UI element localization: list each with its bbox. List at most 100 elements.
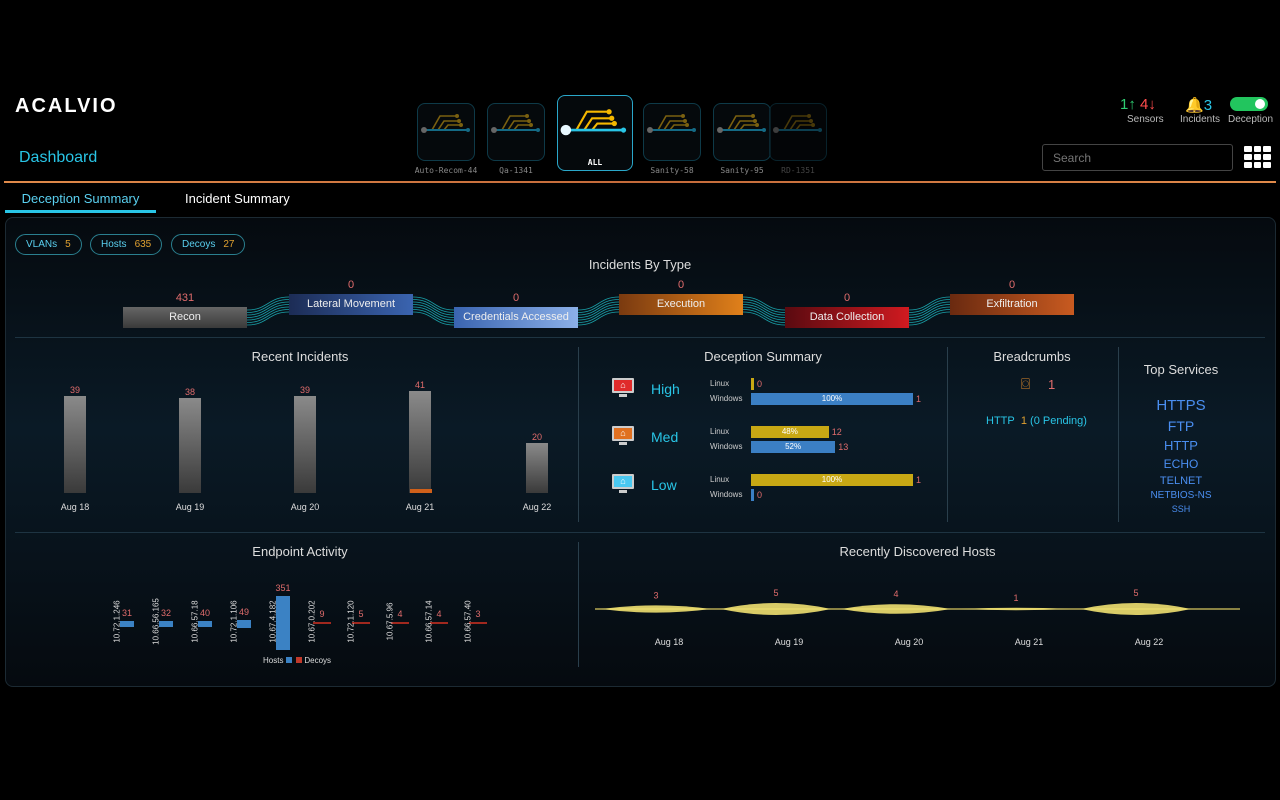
linux-bar[interactable]: [751, 378, 754, 390]
service-item[interactable]: SSH: [1171, 504, 1191, 514]
decoy-bar[interactable]: [469, 622, 487, 624]
stage-execution[interactable]: Execution: [619, 294, 743, 315]
sensor-tile[interactable]: [487, 103, 545, 161]
sensor-tile[interactable]: [769, 103, 827, 161]
windows-label: Windows: [710, 490, 743, 499]
deception-toggle[interactable]: [1230, 97, 1268, 111]
linux-bar[interactable]: 48%: [751, 426, 829, 438]
search-input[interactable]: [1042, 144, 1233, 171]
incident-bar[interactable]: [526, 443, 548, 493]
severity-label[interactable]: Low: [651, 477, 677, 493]
stage-count: 0: [347, 279, 355, 291]
ip-label: 10.72.1.106: [229, 600, 239, 643]
host-bar[interactable]: [276, 596, 290, 650]
recently-discovered-title: Recently Discovered Hosts: [839, 544, 996, 559]
sensor-network-icon: [773, 114, 822, 133]
connector-line: [412, 309, 455, 323]
service-item[interactable]: HTTP: [1164, 438, 1198, 453]
breadcrumb-count: 1: [1048, 377, 1056, 392]
stage-exfiltration[interactable]: Exfiltration: [950, 294, 1074, 315]
service-item[interactable]: HTTPS: [1156, 397, 1206, 414]
connector-line: [908, 306, 951, 321]
pill-vlans[interactable]: VLANs 5: [15, 234, 82, 255]
tab-incident-summary[interactable]: Incident Summary: [185, 191, 290, 206]
bar-value: 31: [121, 608, 132, 618]
windows-label: Windows: [710, 394, 743, 403]
sensor-tile-label[interactable]: RD-1351: [781, 166, 815, 175]
sensor-tile[interactable]: [643, 103, 701, 161]
stage-recon[interactable]: Recon: [123, 307, 247, 328]
sensor-tile[interactable]: [417, 103, 475, 161]
severity-label[interactable]: Med: [651, 429, 679, 445]
windows-bar[interactable]: 52%: [751, 441, 836, 453]
sensor-tile-label[interactable]: Sanity-58: [650, 166, 694, 175]
incident-bar[interactable]: [409, 390, 431, 493]
incidents-status[interactable]: 🔔3: [1185, 96, 1212, 114]
connector-line: [246, 299, 290, 313]
sensors-status[interactable]: 1↑ 4↓: [1120, 96, 1156, 113]
monitor-low-icon: ⌂: [612, 474, 634, 494]
service-item[interactable]: NETBIOS-NS: [1150, 490, 1212, 501]
incident-bar[interactable]: [294, 395, 316, 493]
severity-label[interactable]: High: [651, 381, 680, 397]
windows-bar[interactable]: 100%: [751, 393, 913, 405]
incident-bar[interactable]: [179, 398, 201, 493]
stage-count: 0: [677, 279, 685, 291]
sensor-tile-label[interactable]: Sanity-95: [720, 166, 764, 175]
x-tick-label: Aug 20: [895, 637, 924, 647]
breadcrumb-detail[interactable]: HTTP 1 (0 Pending): [986, 415, 1087, 427]
ip-label: 10.72.1.120: [346, 600, 356, 643]
acalvio-logo[interactable]: ACALVIO: [15, 95, 118, 117]
point-value: 5: [1133, 588, 1138, 598]
decoy-bar[interactable]: [430, 622, 448, 624]
linux-count: 1: [916, 475, 922, 485]
pill-hosts[interactable]: Hosts 635: [90, 234, 163, 255]
ip-label: 10.66.57.18: [190, 600, 200, 643]
sensor-tile-label[interactable]: Auto-Recom-44: [414, 166, 478, 175]
sensor-tile[interactable]: [557, 95, 633, 171]
sensor-tile[interactable]: [713, 103, 771, 161]
bar-value: 40: [199, 607, 210, 618]
connector-line: [577, 301, 620, 316]
apps-grid-icon[interactable]: [1244, 146, 1271, 168]
host-bar[interactable]: [120, 621, 134, 627]
incident-bar[interactable]: [64, 395, 86, 493]
decoy-bar[interactable]: [352, 622, 370, 624]
ip-label: 10.67.5.96: [385, 602, 395, 641]
ip-label: 10.72.1.246: [112, 600, 122, 643]
bar-value: 49: [238, 607, 249, 618]
host-bar[interactable]: [237, 620, 251, 628]
service-item[interactable]: TELNET: [1159, 475, 1203, 487]
decoy-bar[interactable]: [313, 622, 331, 624]
connector-line: [742, 306, 786, 321]
service-item[interactable]: ECHO: [1163, 457, 1199, 471]
service-item[interactable]: FTP: [1167, 418, 1195, 434]
linux-bar[interactable]: 100%: [751, 474, 913, 486]
stage-count: 431: [175, 292, 195, 304]
connector-line: [412, 296, 455, 311]
windows-bar[interactable]: [751, 489, 754, 501]
connector-line: [412, 311, 455, 326]
linux-label: Linux: [710, 475, 730, 484]
bar-value: 38: [184, 387, 195, 397]
connector-line: [908, 299, 951, 313]
sensor-tile-label[interactable]: Qa-1341: [499, 166, 533, 175]
x-tick-label: Aug 18: [60, 502, 90, 512]
stage-credentials-accessed[interactable]: Credentials Accessed: [454, 307, 578, 328]
tab-deception-summary[interactable]: Deception Summary: [5, 191, 156, 213]
connector-line: [412, 301, 455, 316]
connector-line: [412, 304, 455, 318]
host-bar[interactable]: [159, 621, 173, 627]
connector-line: [742, 304, 786, 318]
pill-decoys[interactable]: Decoys 27: [171, 234, 246, 255]
stage-lateral-movement[interactable]: Lateral Movement: [289, 294, 413, 315]
linux-label: Linux: [710, 427, 730, 436]
stage-data-collection[interactable]: Data Collection: [785, 307, 909, 328]
decoy-bar[interactable]: [391, 622, 409, 624]
bar-value: 4: [397, 609, 403, 619]
sensor-tile-label[interactable]: ALL: [587, 158, 603, 167]
connector-line: [742, 296, 786, 311]
breadcrumb-icon: ⌼: [1021, 376, 1031, 393]
host-bar[interactable]: [198, 620, 212, 628]
stage-count: 0: [512, 292, 520, 304]
